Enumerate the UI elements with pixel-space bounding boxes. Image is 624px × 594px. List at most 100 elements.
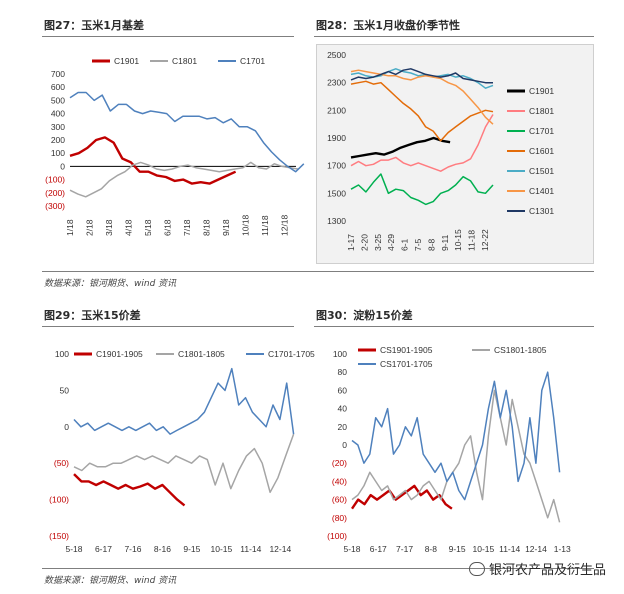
- y-tick-label: 1500: [327, 188, 346, 198]
- series-line-c1501: [350, 68, 494, 89]
- watermark-text: 银河农产品及衍生品: [488, 563, 606, 578]
- chart-27-svg: 700 600 500 400 300 200 100 0 (100) (200) (300)1/1…: [45, 56, 305, 236]
- y-tick-label: (80): [332, 513, 347, 523]
- figure-30-title: 图30：淀粉15价差: [316, 309, 413, 322]
- legend-label-c1701: C1701: [529, 126, 554, 136]
- x-tick-label: 2/18: [84, 219, 94, 236]
- series-line-cs1701-1705: [351, 371, 561, 501]
- x-tick-label: 10-15: [210, 544, 232, 554]
- source-rule-bottom: [42, 568, 594, 569]
- x-tick-label: 6-17: [95, 544, 112, 554]
- title-rule-right-2: [314, 326, 594, 327]
- x-tick-label: 12-14: [525, 544, 547, 554]
- legend-label-c1701-1705: C1701-1705: [268, 349, 315, 359]
- y-tick-label: (50): [54, 458, 69, 468]
- x-tick-label: 10-15: [473, 544, 495, 554]
- x-tick-label: 10/18: [240, 214, 250, 236]
- chart-29: 100 50 0 (50) (100) (150) 5-18 6-17 7-16 8-16 9-15…: [34, 336, 315, 564]
- x-tick-label: 8/18: [201, 219, 211, 236]
- y-tick-label: 400: [51, 109, 65, 119]
- legend-label-c1901: C1901: [114, 56, 139, 66]
- y-tick-label: 60: [338, 385, 348, 395]
- legend-label-c1801: C1801: [529, 106, 554, 116]
- y-tick-label: (60): [332, 495, 347, 505]
- x-tick-label: 11-18: [467, 230, 477, 251]
- y-tick-label: (100): [327, 531, 347, 541]
- y-tick-label: 100: [55, 349, 69, 359]
- source-note-top: 数据来源：银河期货、wind 资讯: [44, 279, 177, 289]
- figure-28-title: 图28：玉米1月收盘价季节性: [316, 19, 460, 32]
- y-tick-label: 2300: [327, 78, 346, 88]
- x-tick-label: 6-17: [370, 544, 387, 554]
- legend-label-c1401: C1401: [529, 186, 554, 196]
- title-rule-left-2: [42, 326, 294, 327]
- series-line-c1801: [350, 114, 494, 172]
- legend-label-c1701: C1701: [240, 56, 265, 66]
- figure-27-title: 图27：玉米1月基差: [44, 19, 144, 32]
- x-tick-label: 6-1: [400, 238, 410, 251]
- series-line-c1701: [69, 91, 305, 173]
- x-tick-label: 7-16: [124, 544, 141, 554]
- y-tick-label: 200: [51, 135, 65, 145]
- x-tick-label: 9-15: [183, 544, 200, 554]
- x-tick-label: 4-29: [386, 234, 396, 251]
- legend-label-cs1901-1905: CS1901-1905: [380, 345, 433, 355]
- chart-30-svg: 100 80 60 40 20 0 (20) (40) (60) (80) (100) 5-18 6-1…: [327, 345, 571, 554]
- x-tick-label: 6/18: [162, 219, 172, 236]
- legend-label-c1301: C1301: [529, 206, 554, 216]
- chart-29-svg: 100 50 0 (50) (100) (150) 5-18 6-17 7-16 8-16 9-15…: [49, 349, 315, 554]
- title-rule-right: [314, 36, 594, 37]
- y-tick-label: 2100: [327, 105, 346, 115]
- x-tick-label: 8-8: [425, 544, 438, 554]
- chart-30: 100 80 60 40 20 0 (20) (40) (60) (80) (100) 5-18 6-1…: [312, 336, 594, 564]
- y-tick-label: 50: [60, 385, 70, 395]
- y-tick-label: (100): [45, 175, 65, 185]
- x-tick-label: 12/18: [279, 214, 289, 236]
- y-tick-label: 100: [51, 148, 65, 158]
- figure-29-title: 图29：玉米15价差: [44, 309, 141, 322]
- y-tick-label: (100): [49, 495, 69, 505]
- y-tick-label: (40): [332, 476, 347, 486]
- chart-28: 2500 2300 2100 1900 1700 1500 1300 1-17 2-20 3-25…: [316, 44, 594, 264]
- y-tick-label: 1300: [327, 216, 346, 226]
- series-line-c1901: [69, 136, 237, 185]
- y-tick-label: 0: [342, 440, 347, 450]
- title-rule-left: [42, 36, 294, 37]
- y-tick-label: 0: [60, 161, 65, 171]
- series-line-c1601: [350, 80, 494, 142]
- watermark: 银河农产品及衍生品: [468, 559, 606, 578]
- x-tick-label: 8-8: [426, 238, 436, 251]
- x-tick-label: 3-25: [373, 234, 383, 251]
- y-tick-label: (20): [332, 458, 347, 468]
- y-tick-label: 20: [338, 422, 348, 432]
- x-tick-label: 1-13: [554, 544, 571, 554]
- series-line-c1801-1805: [73, 433, 295, 494]
- x-tick-label: 9-15: [449, 544, 466, 554]
- source-note-bottom: 数据来源：银河期货、wind 资讯: [44, 576, 177, 586]
- x-tick-label: 1-17: [346, 234, 356, 251]
- x-tick-label: 5-18: [343, 544, 360, 554]
- x-tick-label: 5-18: [65, 544, 82, 554]
- legend-label-c1601: C1601: [529, 146, 554, 156]
- x-tick-label: 7-17: [396, 544, 413, 554]
- legend-label-c1901-1905: C1901-1905: [96, 349, 143, 359]
- x-tick-label: 9/18: [221, 219, 231, 236]
- y-tick-label: 600: [51, 82, 65, 92]
- x-tick-label: 11-14: [499, 544, 520, 554]
- y-tick-label: (150): [49, 531, 69, 541]
- legend-label-c1501: C1501: [529, 166, 554, 176]
- y-tick-label: 700: [51, 69, 65, 79]
- y-tick-label: 500: [51, 95, 65, 105]
- series-line-c1401: [350, 69, 494, 125]
- x-tick-label: 9-11: [440, 234, 450, 251]
- series-line-c1801: [69, 161, 299, 198]
- x-tick-label: 11/18: [260, 215, 270, 236]
- y-tick-label: 0: [64, 422, 69, 432]
- y-tick-label: (200): [45, 188, 65, 198]
- y-tick-label: 300: [51, 122, 65, 132]
- legend-label-c1801-1805: C1801-1805: [178, 349, 225, 359]
- y-tick-label: 80: [338, 367, 348, 377]
- x-tick-label: 7/18: [182, 219, 192, 236]
- chart-27: 700 600 500 400 300 200 100 0 (100) (200) (300) 1/1…: [30, 44, 312, 264]
